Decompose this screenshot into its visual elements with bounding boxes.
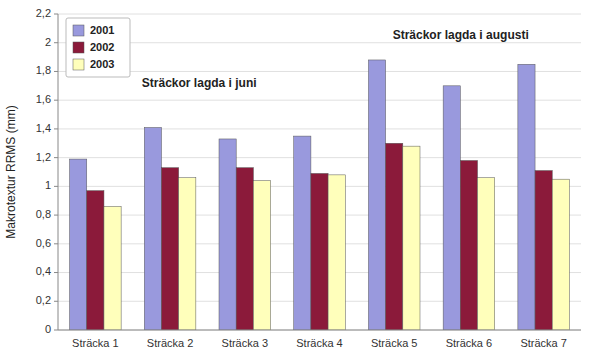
x-axis: Sträcka 1 Sträcka 2 Sträcka 3 Sträcka 4 Strä… <box>58 330 581 349</box>
chart-svg: 00,20,40,60,811,21,41,61,822,2Sträcka 1S… <box>0 0 593 360</box>
y-tick-label: 1,4 <box>36 122 51 134</box>
legend-label: 2003 <box>90 58 114 70</box>
legend-frame <box>66 18 130 77</box>
bar <box>311 173 328 330</box>
bar <box>294 136 311 330</box>
bar <box>443 86 460 330</box>
grid-line <box>58 100 581 101</box>
bars <box>70 60 570 330</box>
bar <box>179 178 196 330</box>
bar <box>552 179 569 330</box>
y-tick <box>54 301 58 302</box>
y-tick-label: 1,2 <box>36 151 51 163</box>
grid-line <box>58 42 581 43</box>
y-tick-label: 2,2 <box>36 7 51 19</box>
y-axis-line <box>58 14 59 330</box>
grid-line <box>58 330 581 331</box>
bar <box>236 168 253 330</box>
y-tick-label: 1 <box>45 179 51 191</box>
legend-swatch <box>73 42 84 53</box>
y-tick-label: 0,8 <box>36 208 51 220</box>
x-tick-label: Sträcka 5 <box>371 337 417 349</box>
x-tick-label: Sträcka 3 <box>222 337 268 349</box>
x-axis-line <box>58 330 581 331</box>
y-tick <box>54 42 58 43</box>
y-tick <box>54 128 58 129</box>
y-tick <box>54 215 58 216</box>
x-tick-label: Sträcka 1 <box>72 337 118 349</box>
y-tick <box>54 272 58 273</box>
grid-line <box>58 71 581 72</box>
bar <box>386 143 403 330</box>
legend-label: 2002 <box>90 41 114 53</box>
y-axis: 0 0,2 0,4 0,6 0,8 1 1,2 1,4 1,6 1,8 2 2,2 <box>36 7 58 335</box>
y-tick <box>54 186 58 187</box>
grid-line <box>58 128 581 129</box>
y-tick-label: 2 <box>45 36 51 48</box>
x-tick-label: Sträcka 7 <box>520 337 566 349</box>
bar <box>253 181 270 330</box>
bar <box>87 191 104 330</box>
y-tick-label: 0,4 <box>36 265 51 277</box>
legend-swatch <box>73 25 84 36</box>
y-tick-label: 1,6 <box>36 93 51 105</box>
page: {"chart_data": { "type": "bar", "y_label… <box>0 0 593 360</box>
y-tick <box>54 157 58 158</box>
grid-line <box>58 157 581 158</box>
y-tick-label: 1,8 <box>36 64 51 76</box>
bar <box>104 206 121 330</box>
bar <box>70 159 87 330</box>
y-tick-label: 0 <box>45 323 51 335</box>
bar <box>219 139 236 330</box>
legend-swatch <box>73 59 84 70</box>
y-tick <box>54 14 58 15</box>
bar <box>460 161 477 330</box>
legend: 2001 2002 2003 <box>66 18 130 77</box>
bar <box>535 171 552 330</box>
y-tick <box>54 71 58 72</box>
annotation: Sträckor lagda i augusti <box>393 28 529 42</box>
bar <box>144 127 161 330</box>
y-tick <box>54 243 58 244</box>
bar <box>368 60 385 330</box>
y-tick <box>54 330 58 331</box>
y-tick-label: 0,6 <box>36 237 51 249</box>
annotation: Sträckor lagda i juni <box>142 76 257 90</box>
bar <box>478 178 495 330</box>
y-axis-label: Makrotextur RRMS (mm) <box>4 105 18 238</box>
y-tick-label: 0,2 <box>36 294 51 306</box>
bar <box>403 146 420 330</box>
x-tick-label: Sträcka 2 <box>147 337 193 349</box>
grid-line <box>58 14 581 15</box>
x-tick-label: Sträcka 4 <box>296 337 342 349</box>
x-tick-label: Sträcka 6 <box>446 337 492 349</box>
grid <box>58 14 581 330</box>
chart-container: 00,20,40,60,811,21,41,61,822,2Sträcka 1S… <box>0 0 593 360</box>
bar <box>161 168 178 330</box>
bar <box>518 64 535 330</box>
legend-label: 2001 <box>90 24 114 36</box>
y-tick <box>54 100 58 101</box>
bar <box>328 175 345 330</box>
